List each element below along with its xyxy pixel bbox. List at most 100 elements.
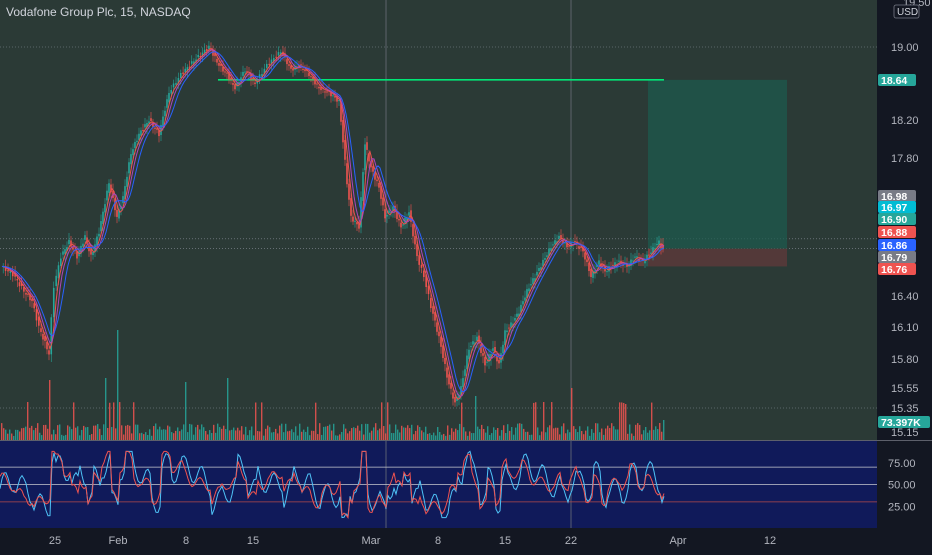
moving-average-mid	[1, 49, 665, 397]
volume-bar	[169, 426, 171, 440]
currency-badge	[893, 4, 920, 19]
candle-body	[57, 265, 60, 279]
candle-body	[656, 243, 658, 245]
candle-body	[92, 251, 94, 256]
volume-bar	[421, 430, 423, 440]
candle-body	[148, 121, 150, 124]
candle-body	[414, 236, 416, 245]
price-label-badge	[878, 239, 916, 251]
oscillator-axis-tick-label: 50.00	[888, 480, 916, 492]
candle-body	[324, 91, 326, 93]
candle-body	[534, 278, 536, 282]
candle-body	[284, 53, 286, 58]
candle-body	[658, 240, 660, 246]
volume-bar	[285, 423, 287, 440]
volume-bar	[45, 424, 47, 440]
volume-bar	[475, 396, 477, 440]
volume-bar	[129, 425, 131, 440]
candle-body	[508, 327, 510, 329]
volume-bar	[501, 430, 503, 440]
volume-bar	[569, 432, 571, 440]
candle-body	[180, 73, 182, 79]
volume-bar	[309, 435, 311, 440]
candle-body	[566, 242, 568, 248]
price-label-text: 16.86	[881, 240, 907, 252]
candle-body	[286, 59, 288, 65]
candle-body	[524, 297, 526, 301]
candle-body	[126, 176, 128, 187]
volume-bar	[75, 427, 77, 440]
volume-bar	[587, 426, 589, 440]
candle-body	[350, 198, 352, 216]
volume-bar	[261, 402, 263, 440]
candle-body	[482, 353, 484, 356]
candle-body	[432, 306, 434, 314]
candle-body	[542, 259, 544, 267]
candle-body	[470, 345, 472, 347]
candle-body	[44, 336, 46, 341]
volume-bar	[499, 435, 501, 440]
candle-body	[298, 64, 300, 67]
volume-bar	[661, 431, 663, 440]
volume-bar	[201, 424, 203, 440]
volume-bar	[207, 434, 209, 440]
volume-bar	[243, 434, 245, 440]
volume-bar	[87, 427, 89, 440]
candle-body	[574, 241, 576, 243]
oscillator-axis-tick-label: 75.00	[888, 458, 916, 470]
volume-bar	[121, 425, 123, 440]
volume-bar	[71, 429, 73, 440]
volume-bar	[1, 423, 3, 440]
candle-body	[536, 271, 538, 276]
candle-body	[562, 240, 564, 244]
candle-body	[35, 309, 38, 321]
volume-bar	[139, 433, 141, 440]
time-axis-tick-label: 25	[49, 535, 61, 547]
volume-bar	[113, 402, 115, 440]
candle-body	[240, 77, 242, 83]
candle-body	[544, 258, 546, 260]
candle-body	[304, 69, 306, 72]
volume-bar	[3, 428, 5, 440]
volume-bar	[471, 433, 473, 440]
candle-body	[106, 190, 108, 201]
candle-body	[72, 247, 74, 250]
volume-bar	[117, 330, 119, 440]
volume-bar	[517, 423, 519, 440]
candle-body	[440, 336, 442, 347]
candle-body	[12, 271, 14, 277]
candle-body	[48, 350, 50, 355]
candle-body	[558, 235, 560, 239]
candle-body	[205, 49, 208, 51]
candle-body	[66, 246, 68, 251]
volume-bar	[389, 424, 391, 440]
volume-bar	[567, 429, 569, 440]
candle-body	[252, 77, 254, 80]
volume-bar	[593, 432, 595, 440]
candle-body	[364, 144, 366, 171]
volume-bar	[239, 430, 241, 440]
candle-body	[134, 141, 136, 148]
candle-body	[228, 72, 230, 80]
price-label-badge	[878, 74, 916, 86]
volume-bar	[571, 388, 573, 440]
volume-bar	[119, 402, 121, 440]
volume-bar	[365, 423, 367, 440]
candle-body	[590, 268, 592, 277]
volume-bar	[391, 432, 393, 440]
volume-bar	[581, 431, 583, 440]
candle-body	[584, 252, 586, 260]
volume-bar	[655, 426, 657, 440]
volume-bar	[441, 434, 443, 440]
candle-body	[84, 235, 86, 240]
volume-bar	[283, 432, 285, 440]
candle-body	[64, 249, 66, 254]
volume-bar	[339, 434, 341, 440]
volume-bar	[151, 435, 153, 440]
candle-body	[354, 220, 356, 222]
volume-bar	[257, 431, 259, 440]
volume-bar	[9, 429, 11, 440]
volume-bar	[625, 404, 627, 440]
